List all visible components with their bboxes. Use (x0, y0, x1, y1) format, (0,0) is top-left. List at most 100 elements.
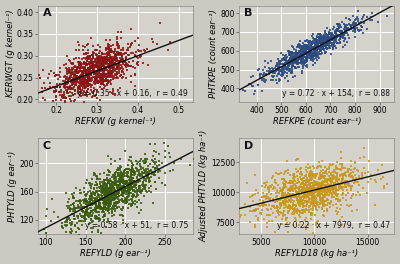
Point (74, 66, 80, 70)
Point (97, 182, 103, 186)
Point (107, 71, 113, 75)
Point (81, 78, 87, 83)
Point (294, 211, 301, 215)
Point (114, 172, 121, 177)
Point (96, 74, 102, 78)
Point (330, 41, 336, 46)
Point (297, 167, 303, 171)
Point (278, 202, 284, 206)
Point (342, 36, 349, 40)
Point (299, 56, 305, 61)
Point (284, 188, 291, 192)
Point (85, 71, 91, 75)
Point (106, 170, 112, 174)
Point (299, 49, 306, 54)
Point (336, 181, 342, 186)
Point (321, 38, 328, 42)
Point (324, 34, 331, 38)
Point (276, 67, 283, 71)
Point (84, 78, 90, 82)
Point (138, 53, 144, 58)
Point (64, 218, 70, 222)
Point (133, 195, 140, 199)
Point (324, 39, 331, 43)
Point (119, 76, 126, 80)
Point (105, 64, 112, 68)
Point (92, 203, 99, 207)
Point (280, 194, 287, 198)
Point (333, 167, 339, 171)
Point (142, 187, 148, 192)
Point (317, 35, 323, 40)
Point (348, 159, 354, 163)
Point (72, 78, 78, 82)
Point (99, 190, 105, 195)
Point (130, 65, 137, 69)
Point (283, 218, 289, 222)
Point (92, 65, 99, 69)
Point (99, 56, 106, 61)
Point (277, 59, 283, 63)
Point (76, 84, 82, 88)
Point (342, 29, 349, 34)
Point (112, 172, 119, 176)
Point (98, 63, 104, 68)
Point (337, 167, 343, 171)
Point (120, 220, 126, 225)
Point (104, 187, 111, 191)
Point (77, 66, 83, 70)
Point (107, 200, 114, 204)
Point (330, 37, 336, 42)
Point (309, 211, 315, 215)
Point (287, 189, 294, 194)
Point (104, 68, 110, 72)
Point (101, 218, 108, 222)
Point (311, 51, 318, 55)
Point (100, 183, 106, 188)
Point (110, 198, 116, 202)
Point (296, 55, 302, 59)
Point (92, 209, 98, 213)
Point (320, 213, 327, 217)
Point (102, 47, 109, 51)
Point (81, 199, 87, 203)
Point (84, 200, 90, 204)
Point (338, 156, 344, 160)
Point (330, 42, 337, 46)
Point (317, 176, 324, 180)
Point (322, 199, 328, 204)
Point (302, 50, 309, 55)
Point (318, 185, 324, 189)
Point (64, 216, 70, 220)
Point (285, 206, 291, 210)
Point (291, 183, 297, 187)
Point (280, 191, 286, 196)
Point (310, 53, 317, 57)
Point (292, 59, 298, 63)
Point (342, 179, 348, 183)
Point (298, 192, 304, 196)
Point (302, 182, 308, 186)
Point (97, 204, 103, 208)
Point (287, 57, 294, 62)
Point (126, 64, 133, 68)
Point (102, 66, 109, 70)
Point (134, 180, 140, 184)
Point (270, 75, 276, 79)
Point (103, 197, 109, 201)
Point (130, 185, 136, 190)
Point (109, 60, 116, 65)
Point (304, 189, 311, 193)
Point (111, 201, 118, 205)
Point (314, 225, 320, 229)
Point (334, 27, 340, 31)
Point (352, 30, 358, 34)
Point (144, 190, 150, 194)
Point (324, 41, 331, 45)
Point (292, 209, 299, 213)
Point (93, 53, 99, 57)
Point (284, 216, 290, 220)
Point (303, 194, 310, 198)
Point (306, 196, 312, 200)
Point (342, 25, 349, 29)
